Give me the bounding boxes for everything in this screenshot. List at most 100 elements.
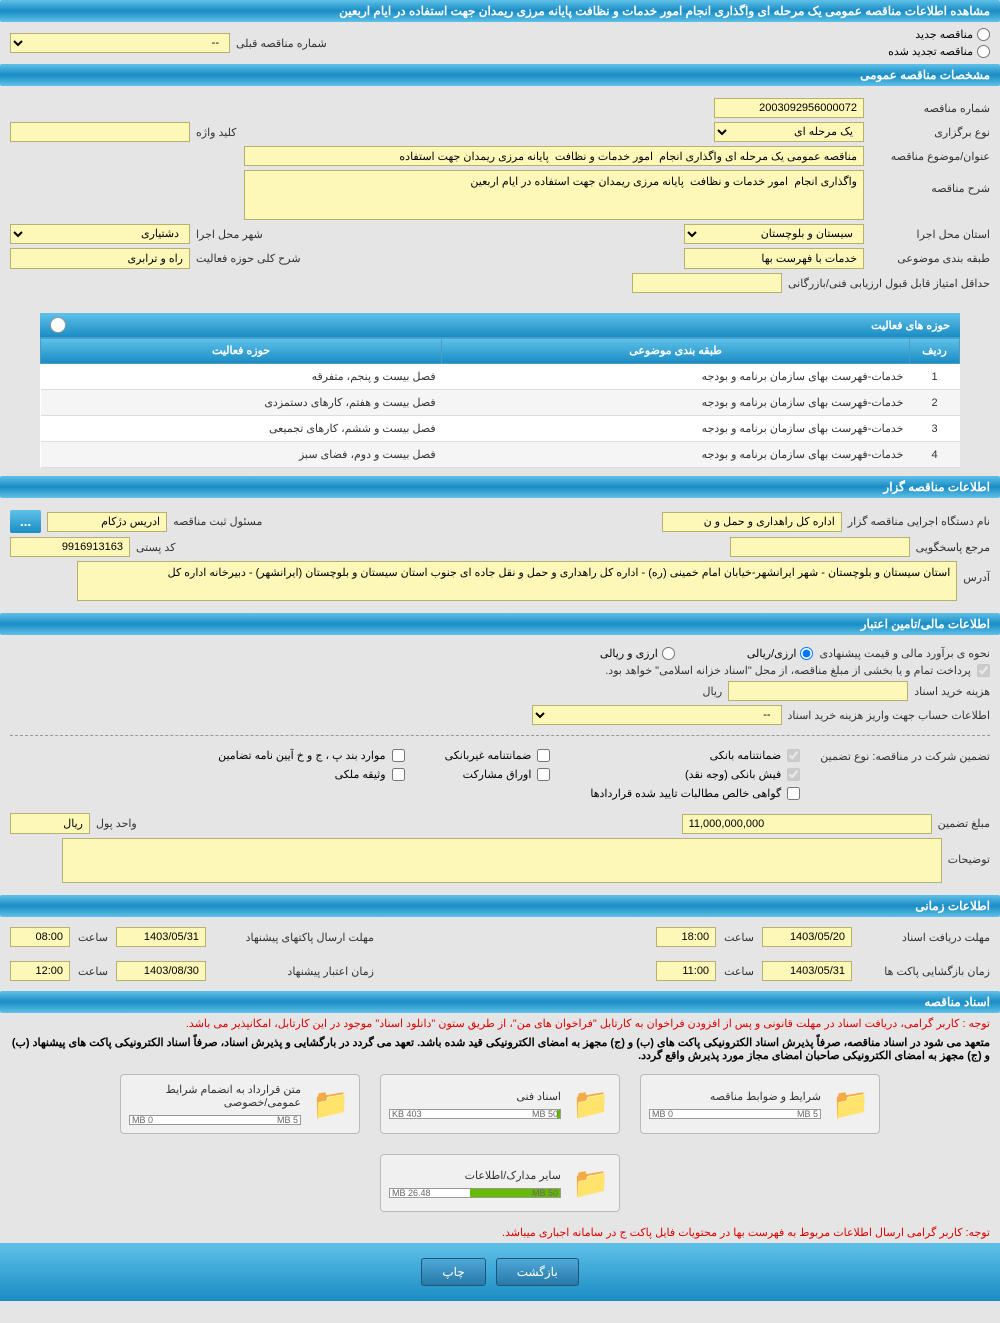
section-general: مشخصات مناقصه عمومی <box>0 64 1000 86</box>
cb-net-claims[interactable]: گواهی خالص مطالبات تایید شده قراردادها <box>590 787 800 800</box>
cell-n: 1 <box>910 364 960 390</box>
file-used: 26.48 MB <box>392 1188 431 1198</box>
section-timing: اطلاعات زمانی <box>0 895 1000 917</box>
cb-nbg-input[interactable] <box>537 749 550 762</box>
province-select[interactable]: سیستان و بلوچستان <box>684 224 864 244</box>
radio-new-input[interactable] <box>977 28 990 41</box>
min-score-label: حداقل امتیاز قابل قبول ارزیابی فنی/بازرگ… <box>788 277 990 290</box>
notes-textarea[interactable] <box>62 838 942 883</box>
cb-ig-label: موارد بند پ ، ج و خ آیین نامه تضامین <box>218 749 385 762</box>
cb-br-label: فیش بانکی (وجه نقد) <box>685 768 781 781</box>
folder-icon: 📁 <box>831 1084 871 1124</box>
divider <box>10 735 990 736</box>
cb-bank-guarantee[interactable]: ضمانتنامه بانکی <box>590 749 800 762</box>
min-score-input[interactable] <box>632 273 782 293</box>
number-label: شماره مناقصه <box>870 102 990 115</box>
responder-input[interactable] <box>730 537 910 557</box>
progress-bar: 50 MB26.48 MB <box>389 1188 561 1198</box>
doc-deadline-date: 1403/05/20 <box>762 927 852 947</box>
th-row: ردیف <box>910 338 960 364</box>
file-title: متن قرارداد به انضمام شرایط عمومی/خصوصی <box>129 1083 301 1109</box>
print-button[interactable]: چاپ <box>421 1258 485 1286</box>
province-label: استان محل اجرا <box>870 228 990 241</box>
keyword-input[interactable] <box>10 122 190 142</box>
back-button[interactable]: بازگشت <box>496 1258 579 1286</box>
cell-n: 2 <box>910 390 960 416</box>
cb-pp-input[interactable] <box>537 768 550 781</box>
radio-renewed-input[interactable] <box>977 45 990 58</box>
open-date: 1403/05/31 <box>762 961 852 981</box>
table-row: 4خدمات-فهرست بهای سازمان برنامه و بودجهف… <box>41 442 960 468</box>
cell-act: فصل بیست و هفتم، کارهای دستمزدی <box>41 390 442 416</box>
footer-button-bar: بازگشت چاپ <box>0 1243 1000 1301</box>
guarantee-amount-input[interactable] <box>682 814 932 834</box>
activity-table-box: حوزه های فعالیت − ردیف طبقه بندی موضوعی … <box>40 313 960 468</box>
radio-cr-input[interactable] <box>662 647 675 660</box>
file-box[interactable]: 📁متن قرارداد به انضمام شرایط عمومی/خصوصی… <box>120 1074 360 1134</box>
radio-rc-input[interactable] <box>800 647 813 660</box>
cb-items-guarantee[interactable]: موارد بند پ ، ج و خ آیین نامه تضامین <box>218 749 404 762</box>
money-unit-field: ریال <box>10 813 90 834</box>
radio-rial-currency[interactable]: ارزی/ریالی <box>747 647 814 660</box>
registrar-input[interactable] <box>47 512 167 532</box>
city-select[interactable]: دشتیاری <box>10 224 190 244</box>
ellipsis-button[interactable]: ... <box>10 510 41 533</box>
cb-property[interactable]: وثیقه ملکی <box>218 768 404 781</box>
radio-currency-rial[interactable]: ارزی و ریالی <box>600 647 675 660</box>
cb-pp-label: اوراق مشارکت <box>463 768 532 781</box>
radio-renewed[interactable]: مناقصه تجدید شده <box>888 45 990 58</box>
account-label: اطلاعات حساب جهت واریز هزینه خرید اسناد <box>788 709 990 722</box>
number-field: 2003092956000072 <box>714 98 864 118</box>
estimate-label: نحوه ی برآورد مالی و قیمت پیشنهادی <box>819 647 990 660</box>
radio-group: مناقصه جدید مناقصه تجدید شده شماره مناقص… <box>0 22 1000 64</box>
file-total: 50 MB <box>532 1109 558 1119</box>
cb-pd-label: وثیقه ملکی <box>335 768 386 781</box>
file-total: 5 MB <box>277 1115 298 1125</box>
collapse-icon[interactable]: − <box>50 317 66 333</box>
postal-input[interactable] <box>10 537 130 557</box>
city-label: شهر محل اجرا <box>196 228 263 241</box>
exec-label: نام دستگاه اجرایی مناقصه گزار <box>848 515 990 528</box>
subject-input[interactable] <box>244 146 864 166</box>
cell-act: فصل بیست و دوم، فضای سبز <box>41 442 442 468</box>
file-box[interactable]: 📁اسناد فنی50 MB403 KB <box>380 1074 620 1134</box>
time-label-4: ساعت <box>78 965 108 978</box>
exec-input[interactable] <box>662 512 842 532</box>
docs-note1: توجه : کاربر گرامی، دریافت اسناد در مهلت… <box>0 1013 1000 1034</box>
payment-note: پرداخت تمام و یا بخشی از مبلغ مناقصه، از… <box>605 664 971 677</box>
validity-label: زمان اعتبار پیشنهاد <box>214 965 374 978</box>
file-total: 5 MB <box>797 1109 818 1119</box>
cb-ig-input[interactable] <box>392 749 405 762</box>
desc-label: شرح مناقصه <box>870 170 990 195</box>
cb-nbg-label: ضمانتنامه غیربانکی <box>445 749 532 762</box>
address-textarea[interactable]: استان سیستان و بلوچستان - شهر ایرانشهر-خ… <box>77 561 957 601</box>
file-box[interactable]: 📁شرایط و ضوابط مناقصه5 MB0 MB <box>640 1074 880 1134</box>
cb-participation[interactable]: اوراق مشارکت <box>445 768 551 781</box>
packet-send-label: مهلت ارسال پاکتهای پیشنهاد <box>214 931 374 944</box>
cb-bg-input <box>787 749 800 762</box>
cb-nonbank-guarantee[interactable]: ضمانتنامه غیربانکی <box>445 749 551 762</box>
notes-label: توضیحات <box>948 838 990 866</box>
cb-bg-label: ضمانتنامه بانکی <box>710 749 782 762</box>
folder-icon: 📁 <box>571 1084 611 1124</box>
section-organizer: اطلاعات مناقصه گزار <box>0 476 1000 498</box>
type-select[interactable]: یک مرحله ای <box>714 122 864 142</box>
type-label: نوع برگزاری <box>870 126 990 139</box>
doc-cost-input[interactable] <box>728 681 908 701</box>
folder-icon: 📁 <box>571 1163 611 1203</box>
account-select[interactable]: -- <box>532 705 782 725</box>
file-box[interactable]: 📁سایر مدارک/اطلاعات50 MB26.48 MB <box>380 1154 620 1212</box>
category-label: طبقه بندی موضوعی <box>870 252 990 265</box>
prev-number-select[interactable]: -- <box>10 33 230 53</box>
file-title: شرایط و ضوابط مناقصه <box>649 1090 821 1103</box>
validity-date: 1403/08/30 <box>116 961 206 981</box>
cell-cat: خدمات-فهرست بهای سازمان برنامه و بودجه <box>442 416 910 442</box>
cell-n: 4 <box>910 442 960 468</box>
cb-pd-input[interactable] <box>392 768 405 781</box>
keyword-label: کلید واژه <box>196 126 236 139</box>
desc-textarea[interactable]: واگذاری انجام امور خدمات و نظافت پایانه … <box>244 170 864 220</box>
radio-new[interactable]: مناقصه جدید <box>888 28 990 41</box>
cb-bank-receipt[interactable]: فیش بانکی (وجه نقد) <box>590 768 800 781</box>
section-financial: اطلاعات مالی/تامین اعتبار <box>0 613 1000 635</box>
cb-nc-input[interactable] <box>787 787 800 800</box>
